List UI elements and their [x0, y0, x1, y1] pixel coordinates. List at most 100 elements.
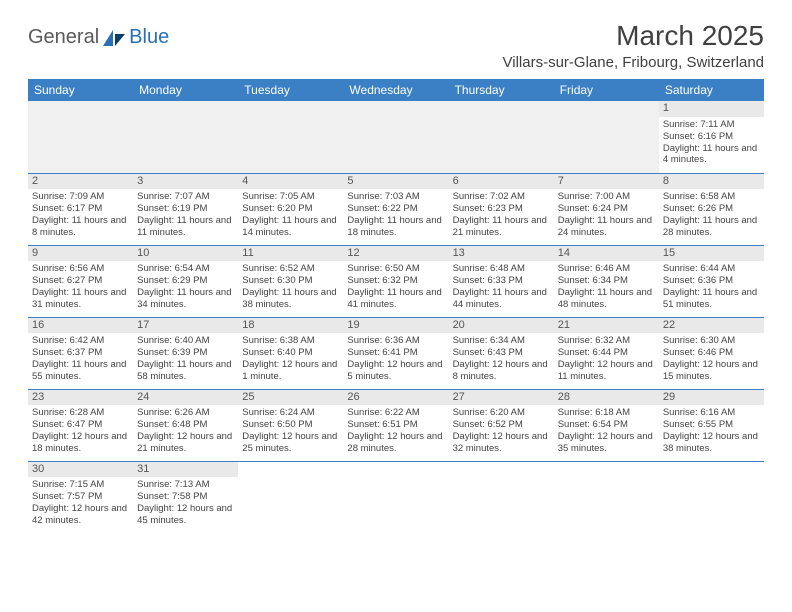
sunrise-line: Sunrise: 6:24 AM: [242, 407, 339, 419]
sunrise-line: Sunrise: 6:18 AM: [558, 407, 655, 419]
calendar-day-cell: 17Sunrise: 6:40 AMSunset: 6:39 PMDayligh…: [133, 317, 238, 389]
day-number: 6: [449, 174, 554, 190]
calendar-week-row: 23Sunrise: 6:28 AMSunset: 6:47 PMDayligh…: [28, 389, 764, 461]
calendar-table: SundayMondayTuesdayWednesdayThursdayFrid…: [28, 79, 764, 533]
day-number: 18: [238, 318, 343, 334]
daylight-line: Daylight: 12 hours and 45 minutes.: [137, 503, 234, 527]
sunrise-line: Sunrise: 6:38 AM: [242, 335, 339, 347]
daylight-line: Daylight: 11 hours and 21 minutes.: [453, 215, 550, 239]
day-number: 13: [449, 246, 554, 262]
sunrise-line: Sunrise: 6:44 AM: [663, 263, 760, 275]
calendar-day-cell: 23Sunrise: 6:28 AMSunset: 6:47 PMDayligh…: [28, 389, 133, 461]
daylight-line: Daylight: 12 hours and 25 minutes.: [242, 431, 339, 455]
calendar-week-row: 30Sunrise: 7:15 AMSunset: 7:57 PM Dayligh…: [28, 461, 764, 533]
sunrise-line: Sunrise: 6:46 AM: [558, 263, 655, 275]
daylight-line: Daylight: 12 hours and 8 minutes.: [453, 359, 550, 383]
sunrise-line: Sunrise: 6:28 AM: [32, 407, 129, 419]
calendar-day-cell: 12Sunrise: 6:50 AMSunset: 6:32 PMDayligh…: [343, 245, 448, 317]
calendar-day-cell: 11Sunrise: 6:52 AMSunset: 6:30 PMDayligh…: [238, 245, 343, 317]
sunrise-line: Sunrise: 6:30 AM: [663, 335, 760, 347]
calendar-day-cell: 5Sunrise: 7:03 AMSunset: 6:22 PMDaylight…: [343, 173, 448, 245]
calendar-day-cell: 10Sunrise: 6:54 AMSunset: 6:29 PMDayligh…: [133, 245, 238, 317]
day-number: 15: [659, 246, 764, 262]
calendar-day-cell: [238, 101, 343, 173]
calendar-day-cell: [449, 461, 554, 533]
calendar-day-cell: [554, 101, 659, 173]
daylight-line: Daylight: 11 hours and 28 minutes.: [663, 215, 760, 239]
day-number: 28: [554, 390, 659, 406]
calendar-week-row: 16Sunrise: 6:42 AMSunset: 6:37 PM Dayligh…: [28, 317, 764, 389]
weekday-header: Tuesday: [238, 79, 343, 101]
sunset-line: Sunset: 6:22 PM: [347, 203, 444, 215]
sunset-line: Sunset: 7:57 PM: [32, 491, 129, 503]
sunrise-line: Sunrise: 6:52 AM: [242, 263, 339, 275]
sunrise-line: Sunrise: 6:42 AM: [32, 335, 129, 347]
sunset-line: Sunset: 6:34 PM: [558, 275, 655, 287]
sunrise-line: Sunrise: 7:13 AM: [137, 479, 234, 491]
day-number: 8: [659, 174, 764, 190]
title-block: March 2025 Villars-sur-Glane, Fribourg, …: [503, 20, 764, 71]
day-number: 10: [133, 246, 238, 262]
weekday-header-row: SundayMondayTuesdayWednesdayThursdayFrid…: [28, 79, 764, 101]
daylight-line: Daylight: 12 hours and 1 minute.: [242, 359, 339, 383]
day-number: 17: [133, 318, 238, 334]
sunset-line: Sunset: 6:47 PM: [32, 419, 129, 431]
day-number: 26: [343, 390, 448, 406]
daylight-line: Daylight: 12 hours and 32 minutes.: [453, 431, 550, 455]
daylight-line: Daylight: 12 hours and 5 minutes.: [347, 359, 444, 383]
sunrise-line: Sunrise: 7:11 AM: [663, 119, 760, 131]
daylight-line: Daylight: 11 hours and 48 minutes.: [558, 287, 655, 311]
calendar-day-cell: 15Sunrise: 6:44 AMSunset: 6:36 PMDayligh…: [659, 245, 764, 317]
day-number: 29: [659, 390, 764, 406]
day-number: 27: [449, 390, 554, 406]
sunrise-line: Sunrise: 6:58 AM: [663, 191, 760, 203]
calendar-day-cell: 28Sunrise: 6:18 AMSunset: 6:54 PMDayligh…: [554, 389, 659, 461]
calendar-day-cell: 26Sunrise: 6:22 AMSunset: 6:51 PMDayligh…: [343, 389, 448, 461]
sunset-line: Sunset: 6:44 PM: [558, 347, 655, 359]
calendar-day-cell: 20Sunrise: 6:34 AMSunset: 6:43 PMDayligh…: [449, 317, 554, 389]
weekday-header: Friday: [554, 79, 659, 101]
sunset-line: Sunset: 6:46 PM: [663, 347, 760, 359]
calendar-day-cell: 30Sunrise: 7:15 AMSunset: 7:57 PMDayligh…: [28, 461, 133, 533]
daylight-line: Daylight: 11 hours and 58 minutes.: [137, 359, 234, 383]
day-number: 31: [133, 462, 238, 478]
sunset-line: Sunset: 6:48 PM: [137, 419, 234, 431]
daylight-line: Daylight: 11 hours and 24 minutes.: [558, 215, 655, 239]
day-number: 30: [28, 462, 133, 478]
sunset-line: Sunset: 6:17 PM: [32, 203, 129, 215]
daylight-line: Daylight: 12 hours and 35 minutes.: [558, 431, 655, 455]
sunset-line: Sunset: 6:24 PM: [558, 203, 655, 215]
sunrise-line: Sunrise: 6:34 AM: [453, 335, 550, 347]
daylight-line: Daylight: 11 hours and 14 minutes.: [242, 215, 339, 239]
sunrise-line: Sunrise: 6:48 AM: [453, 263, 550, 275]
sunset-line: Sunset: 6:37 PM: [32, 347, 129, 359]
sunset-line: Sunset: 7:58 PM: [137, 491, 234, 503]
daylight-line: Daylight: 11 hours and 41 minutes.: [347, 287, 444, 311]
sunrise-line: Sunrise: 7:03 AM: [347, 191, 444, 203]
day-number: 3: [133, 174, 238, 190]
sunset-line: Sunset: 6:30 PM: [242, 275, 339, 287]
sunset-line: Sunset: 6:16 PM: [663, 131, 760, 143]
calendar-day-cell: 13Sunrise: 6:48 AMSunset: 6:33 PMDayligh…: [449, 245, 554, 317]
weekday-header: Sunday: [28, 79, 133, 101]
calendar-day-cell: [343, 461, 448, 533]
logo-text-blue: Blue: [129, 26, 169, 49]
calendar-day-cell: [133, 101, 238, 173]
sunrise-line: Sunrise: 6:56 AM: [32, 263, 129, 275]
sunset-line: Sunset: 6:41 PM: [347, 347, 444, 359]
daylight-line: Daylight: 12 hours and 38 minutes.: [663, 431, 760, 455]
sunset-line: Sunset: 6:55 PM: [663, 419, 760, 431]
calendar-day-cell: 1Sunrise: 7:11 AMSunset: 6:16 PMDaylight…: [659, 101, 764, 173]
sunset-line: Sunset: 6:54 PM: [558, 419, 655, 431]
sunrise-line: Sunrise: 7:15 AM: [32, 479, 129, 491]
day-number: 5: [343, 174, 448, 190]
sunrise-line: Sunrise: 6:22 AM: [347, 407, 444, 419]
calendar-day-cell: [554, 461, 659, 533]
logo: General Blue: [28, 26, 169, 49]
sunset-line: Sunset: 6:51 PM: [347, 419, 444, 431]
daylight-line: Daylight: 11 hours and 51 minutes.: [663, 287, 760, 311]
day-number: 14: [554, 246, 659, 262]
day-number: 16: [28, 318, 133, 334]
sunset-line: Sunset: 6:27 PM: [32, 275, 129, 287]
sunset-line: Sunset: 6:32 PM: [347, 275, 444, 287]
